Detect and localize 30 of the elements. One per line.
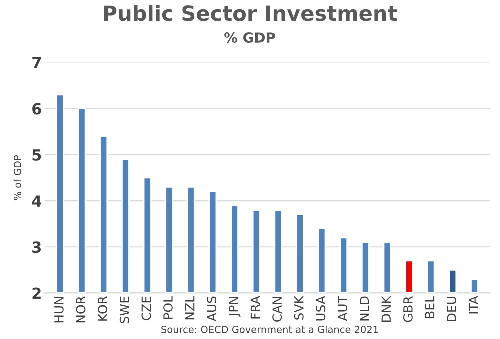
x-tick-label: CAN [272,297,282,322]
x-tick-label: DEU [447,297,457,322]
x-tick-label: KOR [98,296,108,321]
x-tick-label: JPN [229,297,241,318]
x-tick-label: NZL [185,296,195,320]
x-tick-label: GBR [403,296,413,322]
x-tick-label: DNK [382,296,391,322]
x-tick-label: POL [164,296,173,320]
x-tick-label: SVK [294,296,304,320]
y-tick-label: 6 [32,103,42,115]
source-note: Source: OECD Government at a Glance 2021 [162,326,378,334]
x-tick-label: FRA [250,296,260,319]
y-tick-label: 4 [32,196,42,207]
x-tick-label: NLD [360,296,370,321]
x-tick-label: SWE [120,296,130,324]
x-tick-label: NOR [76,296,86,323]
x-tick-label: AUT [338,296,348,322]
x-tick-label: HUN [54,297,64,323]
chart-subtitle: % GDP [224,32,276,44]
x-tick-label: CZE [142,296,152,320]
x-tick-label: AUS [207,296,217,322]
y-tick-label: 3 [32,242,42,254]
x-tick-label: ITA [469,296,478,314]
y-tick-label: 2 [32,288,41,300]
x-tick-label: BEL [425,296,435,318]
chart-title: Public Sector Investment [104,5,398,22]
x-tick-label: USA [316,296,326,321]
y-tick-label: 7 [32,57,42,69]
y-axis-title: % of GDP [14,155,22,200]
y-tick-label: 5 [32,150,42,161]
